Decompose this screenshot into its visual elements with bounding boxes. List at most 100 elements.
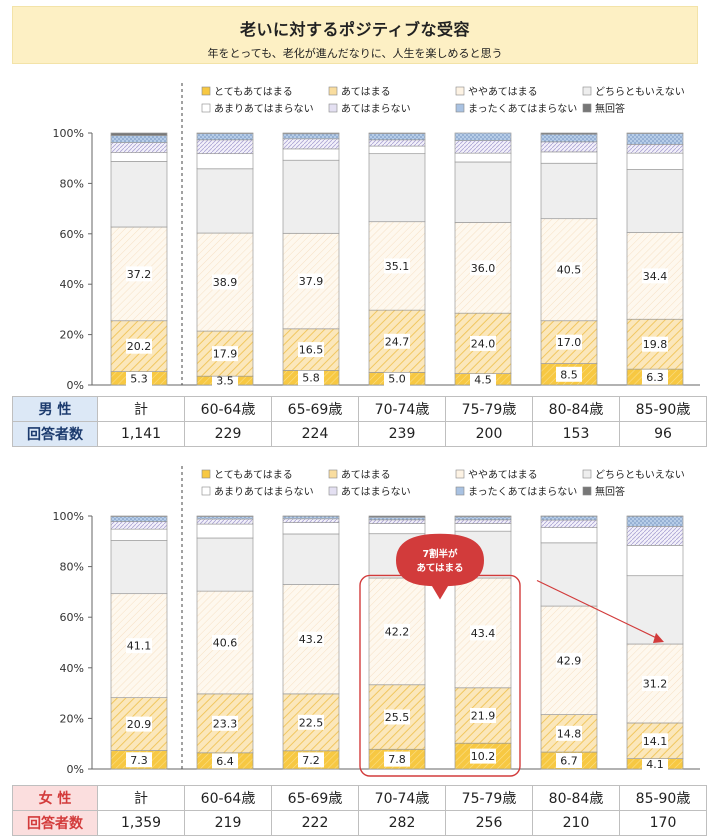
female-y-tick-label-1: 20% [60, 712, 84, 725]
female-data-label-5-very-agree: 6.7 [560, 755, 578, 768]
male-category-row: 男 性 計 60-64歳 65-69歳 70-74歳 75-79歳 80-84歳… [12, 396, 707, 422]
male-bar-2-not-really [282, 148, 340, 161]
female-bar-5-disagree [540, 519, 598, 528]
female-data-label-bg-4-very-agree [470, 748, 496, 764]
female-data-label-bg-5-agree [556, 725, 582, 741]
male-data-label-bg-6-agree [642, 336, 668, 352]
male-data-label-5-agree: 17.0 [557, 336, 582, 349]
male-data-label-bg-5-very-agree [556, 366, 582, 382]
female-data-label-2-somewhat-agree: 43.2 [299, 633, 324, 646]
female-category-3: 70-74歳 [358, 785, 446, 811]
male-count-6: 96 [619, 421, 707, 447]
male-data-label-4-agree: 24.0 [471, 337, 496, 350]
male-data-label-bg-0-very-agree [126, 370, 152, 386]
male-legend-swatch-somewhat-agree [455, 86, 465, 96]
male-data-label-bg-2-very-agree [298, 370, 324, 386]
male-legend-swatch-very-agree [201, 86, 211, 96]
male-bar-6-not-really [626, 152, 684, 170]
male-bar-1-strongly-disagree [196, 133, 254, 141]
female-bar-6-strongly-disagree [626, 515, 684, 527]
female-data-label-2-very-agree: 7.2 [302, 754, 320, 767]
male-count-label: 回答者数 [12, 421, 98, 447]
female-legend-swatch-disagree [328, 486, 338, 496]
female-data-label-3-somewhat-agree: 42.2 [385, 625, 410, 638]
male-group-label: 男 性 [12, 396, 98, 422]
male-bar-4-neutral [454, 161, 512, 223]
male-bar-6-neutral [626, 169, 684, 233]
female-data-label-bg-6-somewhat-agree [642, 675, 668, 691]
male-data-label-bg-6-somewhat-agree [642, 268, 668, 284]
female-count-3: 282 [358, 810, 446, 836]
male-data-label-6-agree: 19.8 [643, 338, 668, 351]
male-legend-label-no-answer: 無回答 [595, 102, 625, 115]
male-legend-label-disagree: あてはまらない [341, 103, 411, 115]
female-data-label-1-very-agree: 6.4 [216, 755, 234, 768]
male-category-3: 70-74歳 [358, 396, 446, 422]
male-bar-3-not-really [368, 145, 426, 155]
male-legend-label-neutral: どちらともいえない [595, 86, 685, 98]
male-data-label-bg-0-somewhat-agree [126, 266, 152, 282]
male-category-2: 65-69歳 [271, 396, 359, 422]
male-data-label-2-somewhat-agree: 37.9 [299, 275, 324, 288]
male-data-label-2-very-agree: 5.8 [302, 372, 320, 385]
female-data-label-6-agree: 14.1 [643, 735, 668, 748]
male-bar-5-neutral [540, 162, 598, 220]
female-data-label-2-agree: 22.5 [299, 716, 324, 729]
female-data-label-bg-5-very-agree [556, 753, 582, 769]
female-data-label-bg-4-agree [470, 707, 496, 723]
male-count-0: 1,141 [97, 421, 185, 447]
male-category-5: 80-84歳 [532, 396, 620, 422]
female-legend-label-neutral: どちらともいえない [595, 469, 685, 481]
male-legend-label-very-agree: とてもあてはまる [214, 86, 293, 98]
male-bar-5-no-answer [540, 132, 598, 135]
male-bar-3-strongly-disagree [368, 133, 426, 141]
annotation-arrow-head [653, 632, 664, 644]
annotation-arrow-line [536, 579, 659, 640]
male-data-label-bg-4-very-agree [470, 371, 496, 387]
female-legend-label-strongly-disagree: まったくあてはまらない [468, 486, 577, 498]
female-data-label-bg-3-very-agree [384, 751, 410, 767]
male-y-tick-label-0: 0% [67, 379, 84, 392]
female-data-label-0-somewhat-agree: 41.1 [127, 640, 152, 653]
male-y-tick-label-2: 40% [60, 278, 84, 291]
male-bar-5-not-really [540, 151, 598, 164]
male-legend-label-agree: あてはまる [341, 86, 391, 98]
female-y-tick-label-2: 40% [60, 662, 84, 675]
male-data-label-4-somewhat-agree: 36.0 [471, 262, 496, 275]
female-data-label-bg-1-agree [212, 715, 238, 731]
male-data-label-3-very-agree: 5.0 [388, 373, 406, 386]
male-count-2: 224 [271, 421, 359, 447]
male-bar-3-disagree [368, 139, 426, 147]
female-count-6: 170 [619, 810, 707, 836]
female-bar-0-no-answer [110, 515, 168, 517]
female-data-label-bg-0-very-agree [126, 752, 152, 768]
male-data-label-bg-1-very-agree [212, 373, 238, 389]
male-bar-1-not-really [196, 153, 254, 170]
male-data-label-bg-1-somewhat-agree [212, 274, 238, 290]
female-legend-label-agree: あてはまる [341, 469, 391, 481]
male-data-label-bg-3-very-agree [384, 371, 410, 387]
male-data-label-bg-5-somewhat-agree [556, 262, 582, 278]
female-bar-3-not-really [368, 523, 426, 535]
male-category-4: 75-79歳 [445, 396, 533, 422]
female-bar-4-strongly-disagree [454, 516, 512, 521]
female-legend-swatch-agree [328, 469, 338, 479]
male-legend-swatch-not-really [201, 103, 211, 113]
male-data-label-1-very-agree: 3.5 [216, 375, 234, 388]
male-data-label-bg-6-very-agree [642, 369, 668, 385]
female-legend-label-no-answer: 無回答 [595, 485, 625, 498]
male-bar-4-strongly-disagree [454, 132, 512, 141]
female-bar-0-disagree [110, 521, 168, 530]
male-y-tick-label-1: 20% [60, 329, 84, 342]
female-y-tick-label-0: 0% [67, 763, 84, 776]
male-count-4: 200 [445, 421, 533, 447]
female-count-table: 女 性 計 60-64歳 65-69歳 70-74歳 75-79歳 80-84歳… [12, 785, 707, 836]
female-category-6: 85-90歳 [619, 785, 707, 811]
female-legend-swatch-strongly-disagree [455, 486, 465, 496]
female-y-tick-label-5: 100% [53, 510, 84, 523]
female-bar-0-strongly-disagree [110, 516, 168, 522]
male-count-table: 男 性 計 60-64歳 65-69歳 70-74歳 75-79歳 80-84歳… [12, 396, 707, 447]
male-bar-0-not-really [110, 152, 168, 162]
male-data-label-6-somewhat-agree: 34.4 [643, 270, 668, 283]
female-data-label-bg-2-agree [298, 714, 324, 730]
